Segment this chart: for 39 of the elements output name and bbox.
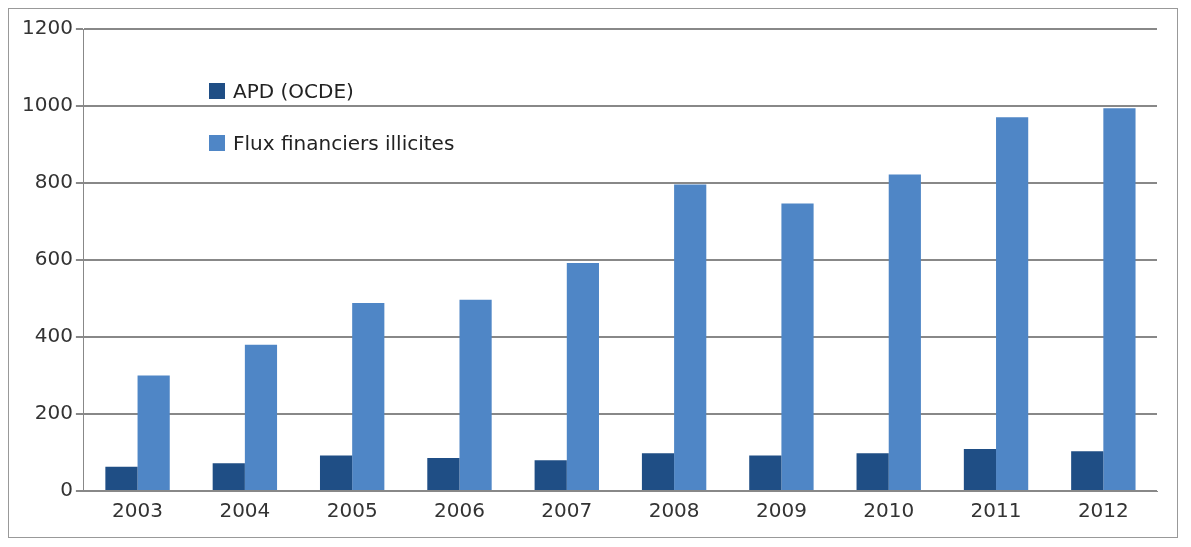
legend-label: Flux financiers illicites [233, 131, 455, 155]
bar [996, 117, 1029, 490]
bar [459, 299, 492, 490]
y-tick-label: 400 [34, 323, 73, 348]
x-tick-label: 2004 [219, 498, 271, 523]
x-tick-label: 2003 [112, 498, 164, 523]
x-tick-label: 2012 [1077, 498, 1129, 523]
x-tick-label: 2010 [863, 498, 915, 523]
bar [856, 453, 889, 490]
bar [137, 375, 170, 490]
x-tick-label: 2008 [648, 498, 700, 523]
bar [427, 457, 460, 490]
y-tick-label: 600 [34, 246, 73, 271]
bar [781, 203, 814, 490]
bar [674, 184, 707, 490]
x-tick-label: 2011 [970, 498, 1022, 523]
bar [1071, 451, 1104, 490]
bar [212, 463, 245, 490]
bar [1103, 108, 1136, 490]
x-tick-label: 2006 [434, 498, 485, 523]
x-tick-label: 2007 [541, 498, 593, 523]
bar [319, 455, 353, 490]
bar [534, 460, 567, 490]
bar [888, 174, 921, 490]
y-tick-label: 1200 [21, 15, 73, 40]
bar [352, 303, 385, 490]
x-tick-label: 2005 [326, 498, 378, 523]
bar [749, 455, 782, 490]
y-tick-label: 200 [34, 400, 73, 425]
bar [641, 453, 675, 490]
x-tick-label: 2009 [755, 498, 807, 523]
y-tick-label: 0 [60, 477, 73, 502]
bar [105, 466, 138, 490]
legend-label: APD (OCDE) [233, 79, 354, 103]
bar [963, 449, 997, 490]
y-tick-label: 1000 [21, 92, 73, 117]
bar [244, 344, 278, 490]
bar [566, 263, 599, 490]
y-tick-label: 800 [34, 169, 73, 194]
